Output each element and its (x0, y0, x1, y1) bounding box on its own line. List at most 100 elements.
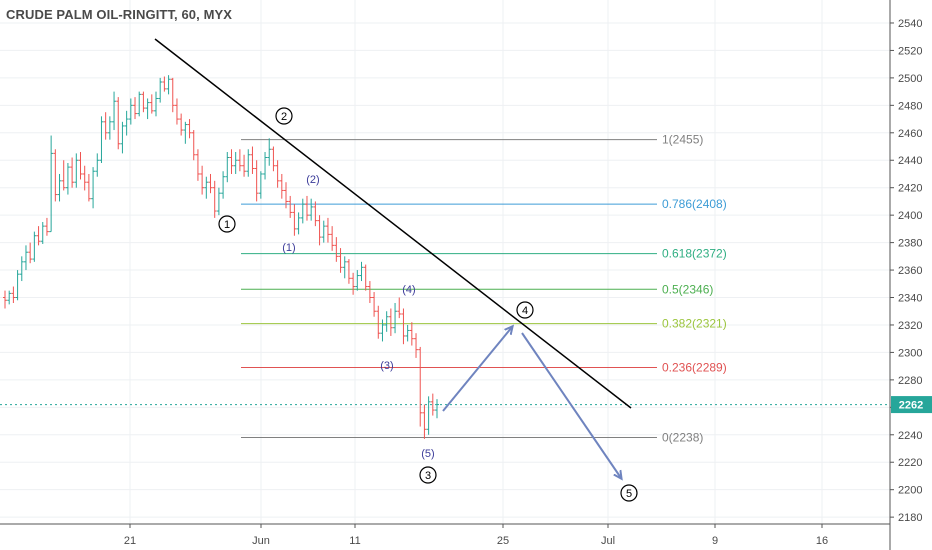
candle (426, 396, 431, 435)
candle (430, 393, 435, 416)
candle (355, 270, 360, 291)
last-price-badge: 2262 (891, 396, 932, 414)
y-tick-label: 2320 (898, 320, 922, 332)
candle (170, 77, 175, 113)
candle (342, 256, 347, 279)
candle (250, 146, 255, 174)
svg-text:4: 4 (522, 305, 528, 317)
candle (384, 311, 389, 332)
candle (7, 290, 12, 305)
wave-label-major: 2 (275, 107, 293, 125)
fib-level-label: 0(2238) (662, 431, 703, 445)
candle (359, 261, 364, 282)
x-tick-label: 11 (349, 535, 360, 547)
candle (120, 121, 125, 154)
candle (103, 112, 108, 140)
candle (296, 212, 301, 235)
candle (95, 153, 100, 177)
candle (49, 135, 54, 233)
y-tick-label: 2380 (898, 238, 922, 250)
y-tick-label: 2520 (898, 45, 922, 57)
wave-label-minor: (4) (402, 284, 415, 296)
candle (346, 259, 351, 284)
candle (317, 215, 322, 246)
candle (292, 204, 297, 236)
grid (0, 0, 890, 524)
candle (191, 130, 196, 161)
candle (414, 333, 419, 358)
candle (242, 154, 247, 177)
candle (70, 157, 75, 188)
candle (435, 399, 439, 419)
candle (284, 182, 289, 209)
y-tick-label: 2540 (898, 18, 922, 30)
y-tick-label: 2440 (898, 155, 922, 167)
candle (409, 322, 414, 346)
candle (149, 94, 154, 114)
candle (166, 75, 171, 95)
y-tick-label: 2220 (898, 457, 922, 469)
candle (237, 149, 242, 172)
y-tick-label: 2420 (898, 183, 922, 195)
x-tick-label: 16 (816, 535, 828, 547)
fib-level-label: 1(2455) (662, 133, 703, 147)
candle (3, 290, 7, 309)
y-tick-label: 2400 (898, 210, 922, 222)
fib-level-label: 0.786(2408) (662, 197, 727, 211)
candle (128, 98, 133, 125)
x-tick-label: 9 (712, 535, 718, 547)
y-tick-label: 2200 (898, 485, 922, 497)
candle (393, 303, 398, 334)
candle (145, 98, 150, 120)
candle (225, 152, 230, 183)
candle (141, 91, 146, 113)
y-tick-label: 2460 (898, 128, 922, 140)
candle (107, 116, 112, 140)
candle (44, 217, 49, 236)
svg-text:1: 1 (224, 219, 230, 231)
candle (221, 171, 226, 199)
projection-arrow-up (442, 327, 512, 412)
y-axis-ticks: 2180220022202240226022802300232023402360… (890, 18, 922, 524)
candle (195, 149, 200, 181)
x-tick-label: Jun (252, 535, 270, 547)
wave-label-major: 4 (516, 301, 534, 319)
candle (65, 162, 70, 195)
candle (422, 404, 427, 439)
wave-label-major: 3 (419, 466, 437, 484)
candle (372, 292, 377, 317)
candle (334, 237, 339, 262)
y-tick-label: 2280 (898, 375, 922, 387)
last-price-label: 2262 (899, 400, 923, 412)
candle (321, 220, 326, 243)
candle (40, 222, 45, 244)
candle (153, 91, 158, 117)
projection-arrow-down (521, 332, 621, 478)
candle (112, 91, 117, 131)
candle (32, 231, 37, 262)
candle (271, 146, 276, 172)
svg-text:5: 5 (626, 488, 632, 500)
candle (363, 264, 368, 291)
candle (246, 149, 251, 177)
candle (309, 198, 314, 221)
candle (397, 297, 402, 319)
fib-level-label: 0.236(2289) (662, 361, 727, 375)
candle (263, 152, 268, 180)
candle (418, 346, 423, 427)
y-tick-label: 2180 (898, 512, 922, 524)
candle (28, 242, 33, 264)
candle (212, 180, 217, 218)
candle (279, 173, 284, 199)
candle (300, 198, 305, 224)
candle (388, 308, 393, 336)
candle (208, 173, 213, 194)
candle (376, 305, 381, 339)
y-tick-label: 2340 (898, 293, 922, 305)
candle (338, 248, 343, 273)
candle (82, 165, 87, 191)
wave-label-minor: (1) (282, 242, 295, 254)
candle (288, 195, 293, 218)
